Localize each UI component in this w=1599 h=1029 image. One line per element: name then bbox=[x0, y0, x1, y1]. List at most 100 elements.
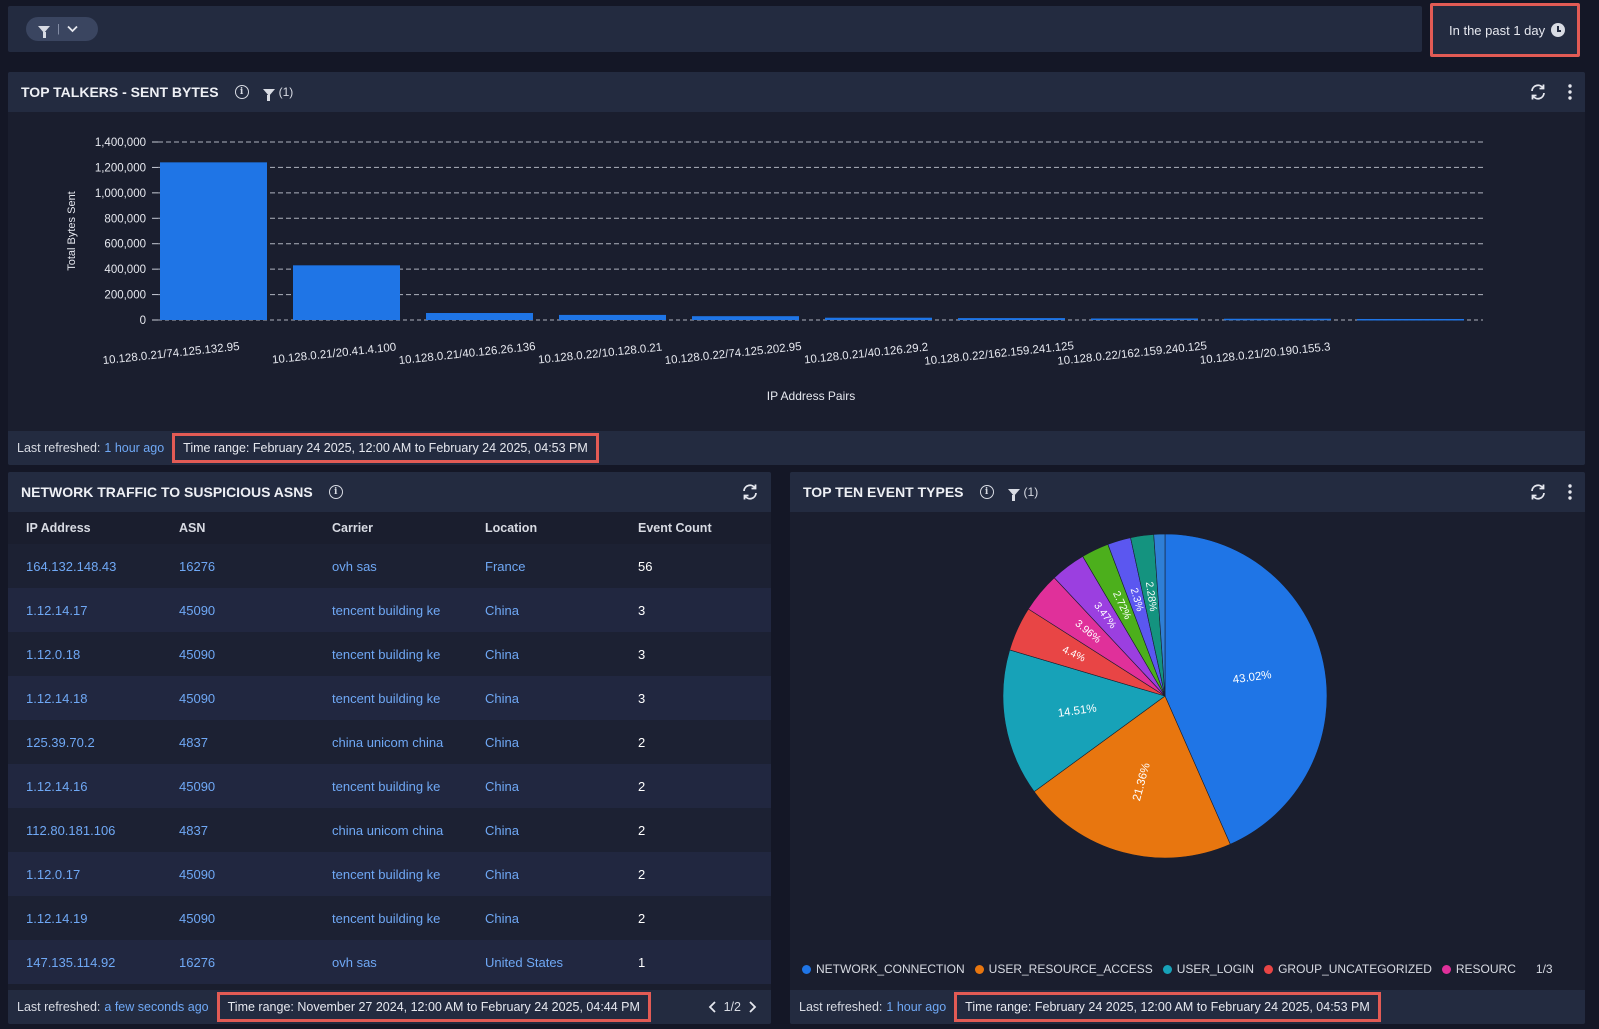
more-options-icon[interactable] bbox=[1567, 83, 1573, 101]
asn-cell[interactable]: 4837 bbox=[161, 808, 314, 852]
legend-item[interactable]: NETWORK_CONNECTION bbox=[802, 962, 965, 976]
carrier-cell[interactable]: ovh sas bbox=[314, 544, 467, 588]
location-cell[interactable]: China bbox=[467, 764, 620, 808]
asn-cell[interactable]: 4837 bbox=[161, 720, 314, 764]
panel-filter-indicator[interactable]: (1) bbox=[1007, 485, 1038, 501]
location-cell[interactable]: China bbox=[467, 676, 620, 720]
ip-address-cell[interactable]: 164.132.148.43 bbox=[8, 544, 161, 588]
panel-filter-indicator[interactable]: (1) bbox=[262, 85, 293, 101]
table-row[interactable]: 147.135.114.92 16276 ovh sas United States 1 bbox=[8, 940, 771, 984]
location-cell[interactable]: United States bbox=[467, 940, 620, 984]
ip-address-cell[interactable]: 1.12.14.17 bbox=[8, 588, 161, 632]
time-range-picker[interactable]: In the past 1 day bbox=[1430, 3, 1580, 57]
table-row[interactable]: 112.80.181.106 4837 china unicom china Chin… bbox=[8, 808, 771, 852]
carrier-cell[interactable]: tencent building ke bbox=[314, 896, 467, 940]
table-row[interactable]: 125.39.70.2 4837 china unicom china China 2 bbox=[8, 720, 771, 764]
location-cell[interactable]: China bbox=[467, 896, 620, 940]
legend-label: USER_LOGIN bbox=[1176, 962, 1255, 976]
carrier-cell[interactable]: tencent building ke bbox=[314, 632, 467, 676]
bar bbox=[426, 313, 533, 320]
table-row[interactable]: 1.12.14.16 45090 tencent building ke China 2 bbox=[8, 764, 771, 808]
column-header[interactable]: Event Count bbox=[638, 521, 712, 535]
column-header[interactable]: Carrier bbox=[332, 521, 373, 535]
asn-cell[interactable]: 45090 bbox=[161, 896, 314, 940]
table-row[interactable]: 1.12.14.17 45090 tencent building ke China 3 bbox=[8, 588, 771, 632]
info-icon[interactable]: i bbox=[234, 85, 249, 99]
time-range-text: Time range: February 24 2025, 12:00 AM t… bbox=[954, 992, 1381, 1022]
table-row[interactable]: 1.12.0.18 45090 tencent building ke China 3 bbox=[8, 632, 771, 676]
asn-cell[interactable]: 45090 bbox=[161, 632, 314, 676]
refresh-icon[interactable] bbox=[1529, 83, 1547, 101]
panel-title: TOP TEN EVENT TYPES bbox=[803, 484, 964, 500]
pie-chart: 43.02%21.36%14.51%4.4%3.96%3.47%2.72%2.3… bbox=[1002, 533, 1328, 859]
pie-slice[interactable] bbox=[1002, 649, 1166, 793]
table-row[interactable]: 1.12.0.17 45090 tencent building ke China 2 bbox=[8, 852, 771, 896]
carrier-cell[interactable]: ovh sas bbox=[314, 940, 467, 984]
bar bbox=[293, 265, 400, 320]
ip-address-cell[interactable]: 1.12.14.18 bbox=[8, 676, 161, 720]
location-cell[interactable]: China bbox=[467, 632, 620, 676]
asn-cell[interactable]: 16276 bbox=[161, 940, 314, 984]
y-tick-label: 0 bbox=[140, 315, 146, 327]
legend-item[interactable]: RESOURC bbox=[1441, 962, 1516, 976]
legend-swatch bbox=[1264, 964, 1274, 974]
carrier-cell[interactable]: tencent building ke bbox=[314, 588, 467, 632]
refresh-icon[interactable] bbox=[741, 483, 759, 501]
table-row[interactable]: 1.12.14.18 45090 tencent building ke China 3 bbox=[8, 676, 771, 720]
x-tick-label: 10.128.0.21/40.126.26.136 bbox=[398, 341, 536, 367]
asn-cell[interactable]: 16276 bbox=[161, 544, 314, 588]
table-row[interactable]: 1.12.14.19 45090 tencent building ke China 2 bbox=[8, 896, 771, 940]
ip-address-cell[interactable]: 1.12.0.17 bbox=[8, 852, 161, 896]
column-header[interactable]: ASN bbox=[179, 521, 206, 535]
ip-address-cell[interactable]: 125.39.70.2 bbox=[8, 720, 161, 764]
ip-address-cell[interactable]: 112.80.181.106 bbox=[8, 808, 161, 852]
ip-address-cell[interactable]: 1.12.0.18 bbox=[8, 632, 161, 676]
legend-item[interactable]: USER_RESOURCE_ACCESS bbox=[974, 962, 1153, 976]
carrier-cell[interactable]: china unicom china bbox=[314, 720, 467, 764]
last-refreshed-link[interactable]: 1 hour ago bbox=[104, 441, 165, 455]
ip-address-cell[interactable]: 147.135.114.92 bbox=[8, 940, 161, 984]
info-icon[interactable]: i bbox=[328, 485, 343, 499]
ip-address-cell[interactable]: 1.12.14.19 bbox=[8, 896, 161, 940]
table-row[interactable]: 164.132.148.43 16276 ovh sas France 56 bbox=[8, 544, 771, 588]
column-header[interactable]: Location bbox=[485, 521, 538, 535]
legend-item[interactable]: USER_LOGIN bbox=[1162, 962, 1255, 976]
x-tick-label: 10.128.0.22/162.159.241.125 bbox=[924, 340, 1075, 368]
dashboard-filter-button[interactable]: | bbox=[26, 17, 98, 41]
chevron-right-icon[interactable] bbox=[747, 1000, 757, 1014]
event-count-cell: 2 bbox=[620, 852, 771, 896]
asn-cell[interactable]: 45090 bbox=[161, 588, 314, 632]
clock-icon bbox=[1551, 23, 1565, 37]
info-icon[interactable]: i bbox=[979, 485, 994, 499]
pie-slice[interactable] bbox=[1164, 533, 1328, 845]
location-cell[interactable]: China bbox=[467, 720, 620, 764]
filter-icon bbox=[1007, 488, 1020, 501]
ip-address-cell[interactable]: 1.12.14.16 bbox=[8, 764, 161, 808]
pie-slice[interactable] bbox=[1033, 695, 1231, 859]
column-header[interactable]: IP Address bbox=[26, 521, 91, 535]
carrier-cell[interactable]: china unicom china bbox=[314, 808, 467, 852]
carrier-cell[interactable]: tencent building ke bbox=[314, 676, 467, 720]
location-cell[interactable]: China bbox=[467, 808, 620, 852]
chevron-left-icon[interactable] bbox=[708, 1000, 718, 1014]
carrier-cell[interactable]: tencent building ke bbox=[314, 764, 467, 808]
x-tick-label: 10.128.0.21/20.190.155.3 bbox=[1199, 341, 1331, 367]
time-range-text: Time range: February 24 2025, 12:00 AM t… bbox=[172, 433, 599, 463]
carrier-cell[interactable]: tencent building ke bbox=[314, 852, 467, 896]
legend-item[interactable]: GROUP_UNCATEGORIZED bbox=[1264, 962, 1432, 976]
more-options-icon[interactable] bbox=[1567, 483, 1573, 501]
location-cell[interactable]: China bbox=[467, 588, 620, 632]
asn-cell[interactable]: 45090 bbox=[161, 676, 314, 720]
last-refreshed-link[interactable]: a few seconds ago bbox=[104, 1000, 209, 1014]
pie-slice[interactable] bbox=[1153, 533, 1166, 697]
event-count-cell: 2 bbox=[620, 764, 771, 808]
bar bbox=[825, 317, 932, 320]
legend-label: NETWORK_CONNECTION bbox=[816, 962, 965, 976]
refresh-icon[interactable] bbox=[1529, 483, 1547, 501]
last-refreshed-link[interactable]: 1 hour ago bbox=[886, 1000, 947, 1014]
location-cell[interactable]: France bbox=[467, 544, 620, 588]
asn-cell[interactable]: 45090 bbox=[161, 764, 314, 808]
location-cell[interactable]: China bbox=[467, 852, 620, 896]
asn-cell[interactable]: 45090 bbox=[161, 852, 314, 896]
x-tick-label: 10.128.0.21/40.126.29.2 bbox=[804, 342, 929, 367]
